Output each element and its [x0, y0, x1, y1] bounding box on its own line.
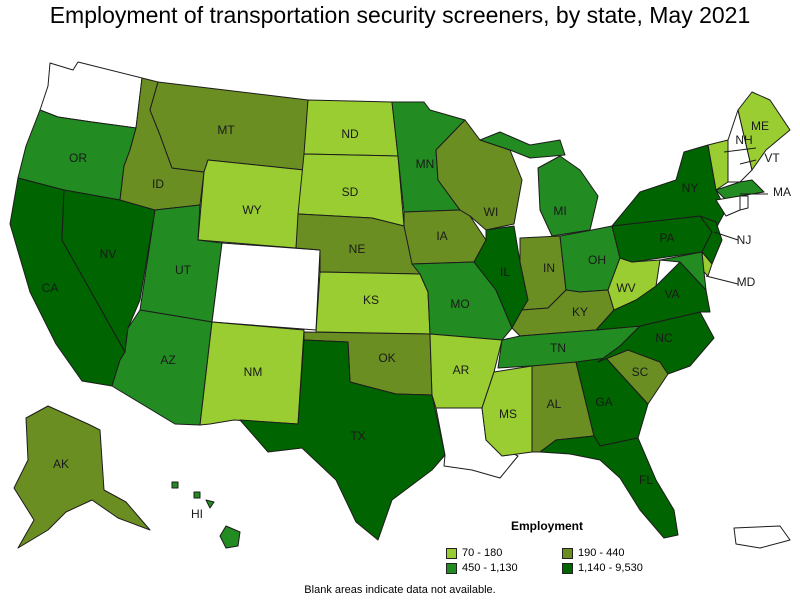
state-label-PA: PA: [659, 231, 674, 245]
state-label-WY: WY: [242, 203, 261, 217]
legend-label-3: 450 - 1,130: [462, 562, 518, 574]
state-NH[interactable]: [727, 109, 753, 183]
state-label-MO: MO: [450, 297, 469, 311]
legend-label-1: 70 - 180: [462, 547, 503, 559]
state-label-WI: WI: [484, 205, 499, 219]
state-WI[interactable]: [435, 119, 523, 231]
state-MD[interactable]: [659, 251, 707, 291]
state-label-MD: MD: [737, 275, 756, 289]
state-label-IL: IL: [500, 265, 510, 279]
state-label-GA: GA: [595, 395, 612, 409]
state-label-VA: VA: [664, 287, 679, 301]
state-label-NV: NV: [100, 247, 117, 261]
state-label-OK: OK: [378, 351, 395, 365]
state-label-NY: NY: [682, 181, 699, 195]
state-label-AL: AL: [547, 397, 562, 411]
state-label-MI: MI: [553, 204, 566, 218]
state-labels: OR CA NV ID MT WY UT AZ NM ND SD NE KS OK TX MN IA MO AR WI…: [42, 119, 791, 521]
state-label-NE: NE: [349, 242, 366, 256]
legend-swatch-3: [446, 562, 457, 574]
legend-label-4: 1,140 - 9,530: [578, 562, 643, 574]
state-WY[interactable]: [197, 159, 305, 249]
state-label-AR: AR: [453, 363, 470, 377]
leader-lines: [705, 147, 768, 285]
state-label-OH: OH: [588, 253, 606, 267]
state-RI[interactable]: [739, 195, 749, 211]
legend-swatch-4: [562, 562, 573, 574]
state-label-IN: IN: [543, 261, 555, 275]
state-ME[interactable]: [737, 91, 791, 171]
state-label-AK: AK: [53, 457, 69, 471]
state-label-TN: TN: [550, 341, 566, 355]
state-label-MA: MA: [773, 185, 791, 199]
state-AK[interactable]: [13, 405, 151, 549]
legend-swatch-2: [562, 547, 573, 559]
state-label-VT: VT: [764, 151, 780, 165]
state-label-NH: NH: [735, 133, 752, 147]
legend-title: Employment: [511, 519, 584, 533]
state-label-NJ: NJ: [737, 233, 752, 247]
state-label-KY: KY: [572, 305, 588, 319]
state-HI[interactable]: [171, 481, 241, 549]
state-FL[interactable]: [539, 435, 679, 539]
map-title: Employment of transportation security sc…: [49, 2, 751, 28]
state-label-KS: KS: [363, 293, 379, 307]
state-label-CA: CA: [42, 281, 59, 295]
legend-item-1: 70 - 180: [446, 547, 502, 559]
state-label-AZ: AZ: [160, 353, 175, 367]
state-NM[interactable]: [199, 321, 305, 426]
state-label-TX: TX: [350, 429, 365, 443]
footnote: Blank areas indicate data not available.: [304, 584, 496, 596]
state-label-ME: ME: [751, 119, 769, 133]
state-label-UT: UT: [175, 263, 192, 277]
state-label-SC: SC: [632, 365, 649, 379]
state-label-MS: MS: [499, 407, 517, 421]
legend-item-4: 1,140 - 9,530: [562, 562, 643, 574]
legend-item-2: 190 - 440: [562, 547, 624, 559]
state-NC[interactable]: [597, 311, 715, 375]
state-label-HI: HI: [191, 507, 203, 521]
state-label-NC: NC: [655, 331, 673, 345]
legend-label-2: 190 - 440: [578, 547, 625, 559]
state-label-OR: OR: [69, 151, 87, 165]
legend-item-3: 450 - 1,130: [446, 562, 518, 574]
state-MI-UP[interactable]: [479, 131, 566, 159]
state-label-IA: IA: [436, 229, 447, 243]
legend-swatch-1: [446, 547, 457, 559]
state-PR[interactable]: [733, 525, 791, 549]
state-label-MT: MT: [217, 123, 235, 137]
state-label-MN: MN: [416, 157, 435, 171]
state-MI[interactable]: [537, 155, 599, 237]
state-label-NM: NM: [244, 365, 263, 379]
state-label-SD: SD: [342, 185, 359, 199]
state-label-WV: WV: [616, 281, 635, 295]
state-TX[interactable]: [239, 339, 446, 541]
state-label-ID: ID: [152, 177, 164, 191]
state-label-ND: ND: [341, 127, 359, 141]
state-CO[interactable]: [211, 242, 321, 331]
state-label-FL: FL: [639, 473, 653, 487]
